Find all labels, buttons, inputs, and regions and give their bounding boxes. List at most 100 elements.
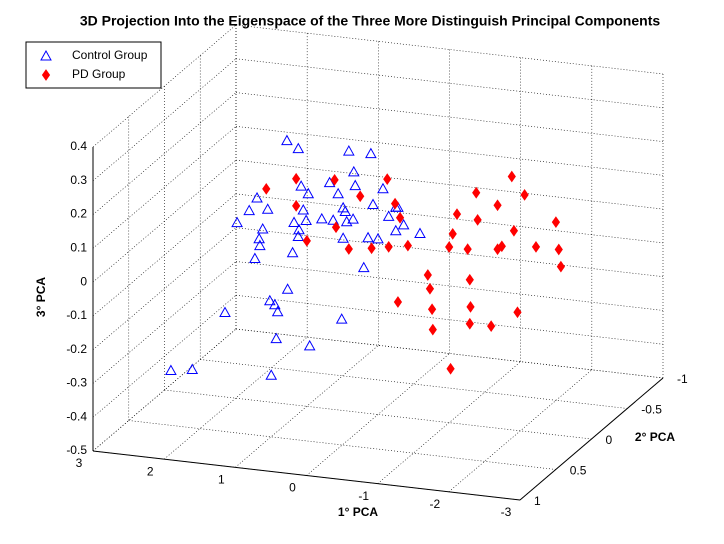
z-tick-label: -0.2 (66, 342, 87, 356)
data-point (357, 261, 370, 273)
data-point (362, 231, 374, 243)
y-axis-label: 2° PCA (635, 430, 675, 444)
data-point (347, 165, 360, 177)
data-point (261, 203, 274, 214)
data-point (249, 252, 261, 264)
x-tick-label: -1 (358, 489, 369, 503)
data-point (448, 228, 457, 240)
data-point (531, 240, 541, 253)
y-tick-label: 1 (534, 494, 541, 508)
z-tick-label: -0.5 (66, 443, 87, 457)
grid-line (92, 58, 237, 182)
legend-box (25, 41, 162, 89)
data-point (382, 210, 395, 221)
z-tick-label: 0.1 (70, 241, 87, 255)
data-point (344, 243, 353, 255)
grid-line (92, 24, 237, 148)
data-point (281, 283, 294, 294)
grid-line (235, 345, 379, 468)
data-point (395, 211, 405, 224)
data-point (342, 145, 355, 156)
data-point (390, 197, 400, 210)
data-point (367, 242, 376, 255)
y-axis (519, 377, 664, 501)
data-point (414, 227, 426, 239)
data-point (302, 187, 315, 199)
data-point (423, 269, 432, 281)
data-point (270, 332, 283, 344)
data-point (377, 182, 389, 194)
data-point (254, 239, 266, 251)
data-point (393, 296, 403, 308)
data-point (372, 232, 384, 244)
data-point (365, 147, 377, 159)
grid-line (92, 294, 237, 418)
legend-marker (40, 49, 52, 61)
data-point (265, 369, 278, 380)
data-point (556, 260, 566, 273)
data-point (465, 273, 474, 286)
z-tick-label: -0.3 (66, 376, 87, 390)
data-point (493, 243, 502, 256)
data-point (403, 239, 413, 252)
data-point (473, 214, 482, 226)
x-tick-label: 2 (147, 464, 154, 478)
data-point (446, 362, 455, 375)
data-point (513, 306, 522, 319)
data-point (263, 294, 276, 306)
data-point (397, 218, 410, 230)
data-point (256, 222, 269, 234)
data-point (472, 186, 481, 199)
data-point (487, 320, 496, 333)
data-point (231, 216, 243, 228)
data-point (288, 216, 300, 227)
x-axis (92, 450, 521, 501)
data-point (554, 243, 563, 256)
data-point (428, 323, 437, 336)
data-point (427, 303, 437, 316)
x-tick-label: 0 (289, 481, 296, 495)
data-point (165, 364, 177, 375)
data-point (383, 173, 392, 185)
data-point (339, 205, 352, 216)
x-tick-label: -3 (501, 505, 512, 519)
legend-label: Control Group (72, 48, 148, 62)
grid-line (92, 261, 237, 384)
y-tick-label: 0 (606, 433, 613, 447)
legend-label: PD Group (72, 67, 126, 81)
data-point (520, 189, 529, 201)
z-tick-label: 0.4 (70, 139, 87, 153)
data-point (297, 203, 310, 215)
data-point (367, 198, 379, 210)
z-tick-label: -0.4 (66, 409, 87, 423)
grid-line (92, 328, 237, 452)
z-tick-label: -0.1 (66, 308, 87, 322)
data-point (384, 240, 393, 253)
data-point (292, 199, 301, 212)
data-point (463, 243, 472, 256)
grid-line (163, 336, 308, 460)
data-point (332, 187, 344, 199)
data-point (219, 306, 231, 317)
data-point (465, 317, 474, 330)
legend: Control Group PD Group (25, 41, 162, 89)
data-point (262, 183, 271, 195)
data-point (292, 230, 305, 241)
data-point (186, 363, 199, 375)
grid-line (306, 353, 450, 476)
x-tick-label: 3 (76, 456, 83, 470)
data-point (292, 172, 301, 185)
data-point (300, 214, 312, 225)
grid-line (92, 159, 237, 283)
chart-title: 3D Projection Into the Eigenspace of the… (80, 13, 661, 29)
data-point (389, 224, 402, 236)
z-tick-label: 0 (80, 274, 87, 288)
data-point (292, 142, 305, 154)
y-tick-label: -0.5 (641, 403, 662, 417)
data-point (286, 246, 299, 258)
z-tick-label: 0.3 (70, 173, 87, 187)
data-point (243, 204, 256, 216)
data-point (295, 180, 307, 191)
grid-line (448, 369, 593, 493)
